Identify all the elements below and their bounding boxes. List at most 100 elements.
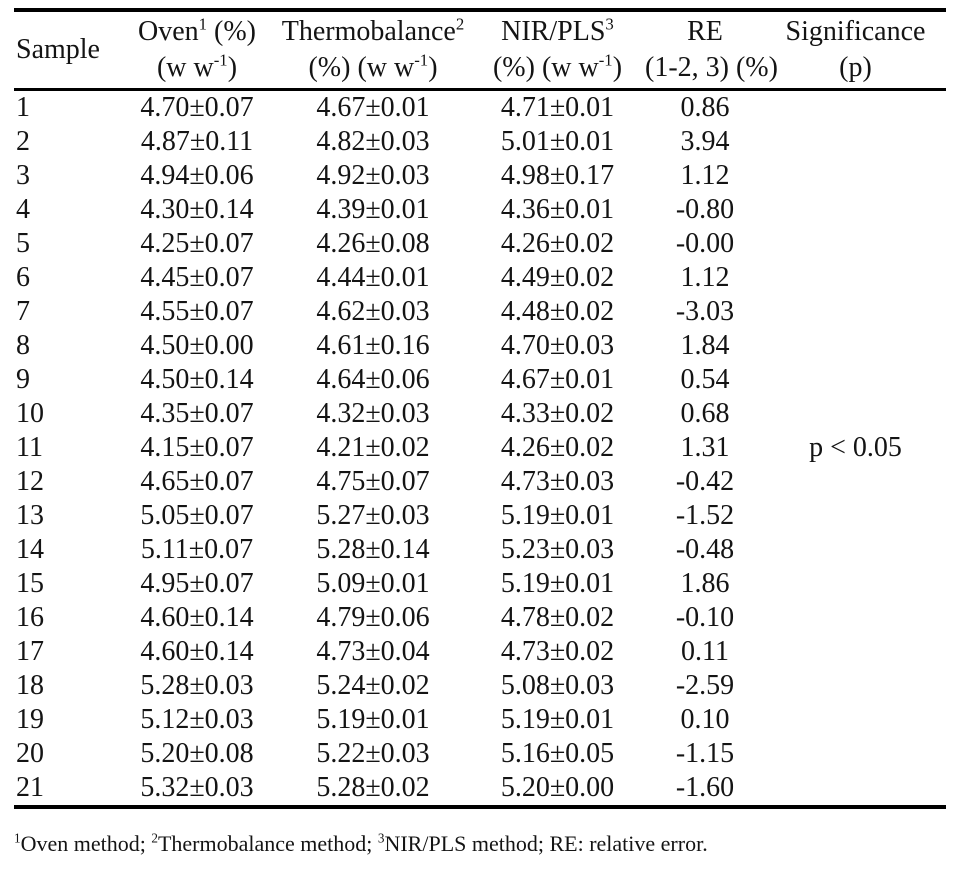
cell-sample: 18 [16,670,44,701]
cell-sample: 21 [16,772,44,803]
cell-re: -2.59 [675,670,735,701]
header-oven-unit: (w w-1) [156,50,238,83]
header-re-unit: (1-2, 3) (%) [645,52,778,83]
moisture-comparison-table: Sample Oven1 (%) (w w-1) Thermobalance2 … [14,8,946,809]
cell-sample: 9 [16,364,30,395]
cell-nir_pls: 4.26±0.02 [500,432,615,463]
cell-sample: 2 [16,126,30,157]
footnote-marker-1: 1 [14,830,21,846]
cell-sample: 11 [16,432,43,463]
table-row: 13 5.05±0.07 5.27±0.03 5.19±0.01 -1.52 [14,499,946,533]
cell-thermobalance: 4.64±0.06 [316,364,430,395]
cell-oven: 4.60±0.14 [140,636,254,667]
cell-sample: 1 [16,92,30,123]
cell-nir_pls: 4.73±0.03 [500,466,615,497]
cell-oven: 4.35±0.07 [140,398,254,429]
table-row: 8 4.50±0.00 4.61±0.16 4.70±0.03 1.84 [14,329,946,363]
header-re: RE (1-2, 3) (%) [645,10,778,91]
cell-oven: 4.50±0.00 [140,330,254,361]
cell-thermobalance: 5.22±0.03 [316,738,430,769]
header-significance-title: Significance [785,16,926,47]
cell-sample: 7 [16,296,30,327]
cell-oven: 4.94±0.06 [140,160,254,191]
cell-sample: 20 [16,738,44,769]
cell-oven: 5.32±0.03 [140,772,254,803]
table-row: 17 4.60±0.14 4.73±0.04 4.73±0.02 0.11 [14,635,946,669]
cell-re: -0.00 [675,228,735,259]
cell-re: 1.12 [680,262,730,293]
table-row: 1 4.70±0.07 4.67±0.01 4.71±0.01 0.86 p < 0.05 [14,90,946,463]
thermobalance-footnote-marker: 2 [455,14,465,34]
table-row: 4 4.30±0.14 4.39±0.01 4.36±0.01 -0.80 [14,193,946,227]
cell-nir_pls: 5.16±0.05 [500,738,615,769]
cell-oven: 5.05±0.07 [140,500,254,531]
cell-sample: 15 [16,568,44,599]
footnote-text-3: NIR/PLS method; RE: relative error. [384,831,708,856]
table-row: 2 4.87±0.11 4.82±0.03 5.01±0.01 3.94 [14,125,946,159]
cell-thermobalance: 5.27±0.03 [316,500,430,531]
header-oven-title: Oven1 (%) [137,14,257,47]
footnote-marker-3: 3 [377,830,385,846]
cell-nir_pls: 5.08±0.03 [500,670,615,701]
cell-nir_pls: 4.48±0.02 [500,296,615,327]
cell-nir_pls: 4.78±0.02 [500,602,615,633]
cell-nir_pls: 4.73±0.02 [500,636,615,667]
table-body: 1 4.70±0.07 4.67±0.01 4.71±0.01 0.86 p < 0.05… [14,90,946,808]
cell-oven: 4.30±0.14 [140,194,254,225]
header-sample: Sample [14,10,118,91]
footnote: 1Oven method; 2Thermobalance method; 3NI… [14,831,708,857]
cell-thermobalance: 4.82±0.03 [316,126,430,157]
table-row: 14 5.11±0.07 5.28±0.14 5.23±0.03 -0.48 [14,533,946,567]
cell-thermobalance: 5.09±0.01 [316,568,430,599]
cell-re: 1.12 [680,160,730,191]
cell-thermobalance: 4.67±0.01 [316,92,430,123]
cell-oven: 4.55±0.07 [140,296,254,327]
cell-thermobalance: 5.19±0.01 [316,704,430,735]
cell-re: 1.84 [680,330,730,361]
cell-nir_pls: 4.33±0.02 [500,398,615,429]
cell-nir_pls: 5.19±0.01 [500,568,615,599]
table-row: 7 4.55±0.07 4.62±0.03 4.48±0.02 -3.03 [14,295,946,329]
cell-thermobalance: 4.75±0.07 [316,466,430,497]
table-row: 12 4.65±0.07 4.75±0.07 4.73±0.03 -0.42 [14,465,946,499]
table-header: Sample Oven1 (%) (w w-1) Thermobalance2 … [14,10,946,91]
table-row: 18 5.28±0.03 5.24±0.02 5.08±0.03 -2.59 [14,669,946,703]
cell-oven: 4.25±0.07 [140,228,254,259]
cell-significance: p < 0.05 [809,432,902,463]
header-thermobalance: Thermobalance2 (%) (w w-1) [276,10,470,91]
data-table: Sample Oven1 (%) (w w-1) Thermobalance2 … [14,8,946,809]
header-nir-pls-title: NIR/PLS3 [501,14,614,47]
cell-thermobalance: 4.39±0.01 [316,194,430,225]
cell-sample: 19 [16,704,44,735]
header-re-title: RE [687,16,723,47]
cell-oven: 5.11±0.07 [140,534,254,565]
cell-nir_pls: 5.19±0.01 [500,704,615,735]
cell-nir_pls: 5.01±0.01 [500,126,615,157]
cell-nir_pls: 4.36±0.01 [500,194,615,225]
cell-re: 0.54 [680,364,730,395]
cell-re: 1.86 [680,568,730,599]
cell-thermobalance: 5.24±0.02 [316,670,430,701]
cell-thermobalance: 4.26±0.08 [316,228,430,259]
cell-thermobalance: 4.61±0.16 [316,330,430,361]
cell-sample: 12 [16,466,44,497]
cell-thermobalance: 4.73±0.04 [316,636,430,667]
cell-thermobalance: 4.79±0.06 [316,602,430,633]
table-row: 11 4.15±0.07 4.21±0.02 4.26±0.02 1.31 [14,431,946,465]
cell-nir_pls: 4.67±0.01 [500,364,615,395]
cell-re: 0.68 [680,398,730,429]
cell-re: -0.42 [675,466,735,497]
cell-re: 3.94 [680,126,730,157]
table-row: 16 4.60±0.14 4.79±0.06 4.78±0.02 -0.10 [14,601,946,635]
table-row: 5 4.25±0.07 4.26±0.08 4.26±0.02 -0.00 [14,227,946,261]
header-nir-pls-unit: (%) (w w-1) [492,50,623,83]
header-oven: Oven1 (%) (w w-1) [118,10,276,91]
cell-re: -0.80 [675,194,735,225]
cell-oven: 4.45±0.07 [140,262,254,293]
footnote-marker-2: 2 [151,830,158,846]
header-sample-label: Sample [16,34,100,65]
table-row: 21 5.32±0.03 5.28±0.02 5.20±0.00 -1.60 [14,771,946,807]
cell-sample: 4 [16,194,30,225]
cell-re: 1.31 [680,432,730,463]
table-row: 10 4.35±0.07 4.32±0.03 4.33±0.02 0.68 [14,397,946,431]
